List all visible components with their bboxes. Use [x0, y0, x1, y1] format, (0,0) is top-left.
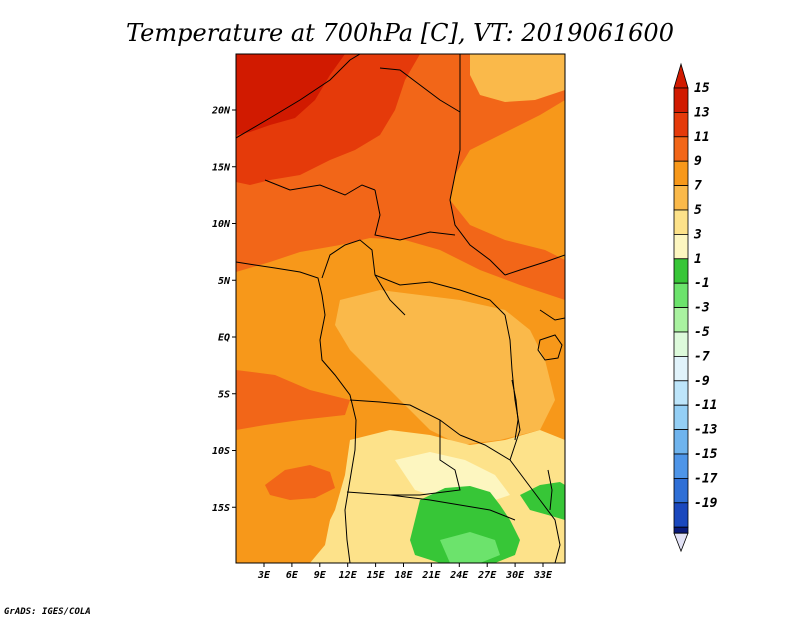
border-uganda-kenya: [539, 309, 565, 321]
border-angola-zambia: [390, 420, 461, 496]
lon-tick-label: 15E: [367, 570, 386, 581]
border-namibia: [346, 491, 516, 521]
border-niger-nigeria: [264, 179, 376, 196]
colorbar-label: -19: [694, 496, 718, 511]
field-minus1-1: [440, 532, 500, 563]
colorbar: 15 13 11 9 7 5 3 1 -1 -3 -5 -7 -9 -11 -13 -15 -17 -19: [673, 62, 718, 553]
credit-label: GrADS: IGES/COLA: [4, 607, 91, 617]
border-ethiopia: [504, 254, 565, 276]
colorbar-swatch: [673, 477, 689, 504]
border-car-drc: [374, 274, 506, 316]
colorbar-label: 5: [694, 203, 702, 218]
colorbar-top-arrow: [673, 62, 689, 89]
lat-tick-label: 15N: [212, 162, 231, 173]
latitude-axis: 20N 15N 10N 5N EQ 5S 10S 15S: [211, 106, 236, 514]
borders: [236, 54, 565, 563]
field-15-plus-nw: [236, 54, 345, 135]
lon-tick-label: 21E: [421, 570, 441, 581]
colorbar-label: 1: [694, 252, 702, 267]
lat-tick-label: 5S: [218, 389, 230, 400]
border-cameroon: [321, 239, 406, 316]
colorbar-label: -15: [694, 447, 718, 462]
field-7-9-central: [335, 290, 555, 445]
colorbar-label: -17: [694, 471, 718, 486]
colorbar-swatch: [673, 307, 689, 333]
border-mozambique: [539, 499, 561, 563]
colorbar-swatch: [673, 233, 689, 260]
lat-tick-label: 10S: [212, 446, 230, 457]
field-7-9-ne: [470, 54, 565, 102]
colorbar-label: 9: [694, 154, 702, 169]
border-niger-libya: [379, 67, 461, 113]
colorbar-swatch: [673, 185, 689, 211]
lat-tick-label: 10N: [212, 219, 231, 230]
colorbar-swatch: [673, 502, 689, 528]
map-frame: [235, 53, 566, 564]
colorbar-swatch: [673, 87, 689, 113]
colorbar-label: -13: [694, 423, 718, 438]
border-chad-car: [374, 189, 456, 241]
lake-tanganyika: [511, 379, 519, 441]
lon-tick-label: 24E: [449, 570, 469, 581]
colorbar-swatch: [673, 453, 689, 479]
lon-tick-label: 12E: [339, 570, 358, 581]
colorbar-swatch: [673, 258, 689, 284]
lon-tick-label: 6E: [286, 570, 299, 581]
colorbar-swatch: [673, 404, 689, 431]
colorbar-swatch: [673, 282, 689, 309]
lake-victoria: [537, 334, 563, 361]
lon-tick-label: 18E: [394, 570, 413, 581]
lake-malawi: [547, 469, 553, 511]
longitude-axis: 3E 6E 9E 12E 15E 18E 21E 24E 27E 30E 33E: [257, 563, 553, 581]
colorbar-label: 7: [694, 179, 702, 194]
colorbar-label: -5: [694, 325, 710, 340]
colorbar-bottom-arrow: [673, 532, 689, 553]
colorbar-label: -1: [694, 276, 710, 291]
lon-tick-label: 3E: [257, 570, 271, 581]
lon-tick-label: 33E: [533, 570, 553, 581]
colorbar-label: 11: [694, 130, 710, 145]
colorbar-swatch: [673, 160, 689, 186]
colorbar-swatch: [673, 380, 689, 406]
coastline-west: [236, 261, 357, 563]
field-11-13-sw: [236, 370, 350, 430]
lon-tick-label: 9E: [314, 570, 327, 581]
colorbar-label: -9: [694, 374, 710, 389]
colorbar-bottom-swatch: [673, 526, 689, 534]
colorbar-label: -7: [694, 349, 710, 364]
lon-tick-label: 30E: [505, 570, 525, 581]
map-title: Temperature at 700hPa [C], VT: 201906160…: [126, 19, 674, 47]
colorbar-swatch: [673, 136, 689, 162]
colorbar-label: -3: [694, 301, 710, 316]
colorbar-swatch: [673, 112, 689, 138]
border-algeria-niger: [236, 54, 361, 139]
colorbar-label: 13: [694, 105, 710, 120]
lat-tick-label: 20N: [211, 106, 231, 117]
colorbar-swatch: [673, 429, 689, 455]
field-1-3-green-east: [520, 482, 565, 520]
temperature-field: [236, 54, 565, 563]
field-9-11-sw-coast: [236, 500, 330, 563]
colorbar-swatch: [673, 331, 689, 357]
colorbar-label: 15: [694, 81, 710, 96]
border-chad-sudan: [449, 149, 506, 276]
lon-tick-label: 27E: [477, 570, 497, 581]
border-angola-north: [349, 399, 461, 436]
colorbar-label: 3: [693, 227, 702, 242]
lat-tick-label: 15S: [212, 503, 230, 514]
field-11-13-sw2: [265, 465, 335, 500]
border-zambia-east: [459, 434, 541, 501]
colorbar-label: -11: [694, 398, 717, 413]
colorbar-swatch: [673, 355, 689, 382]
lat-tick-label: 5N: [218, 276, 231, 287]
lat-tick-label: EQ: [218, 333, 230, 344]
colorbar-swatch: [673, 209, 689, 235]
